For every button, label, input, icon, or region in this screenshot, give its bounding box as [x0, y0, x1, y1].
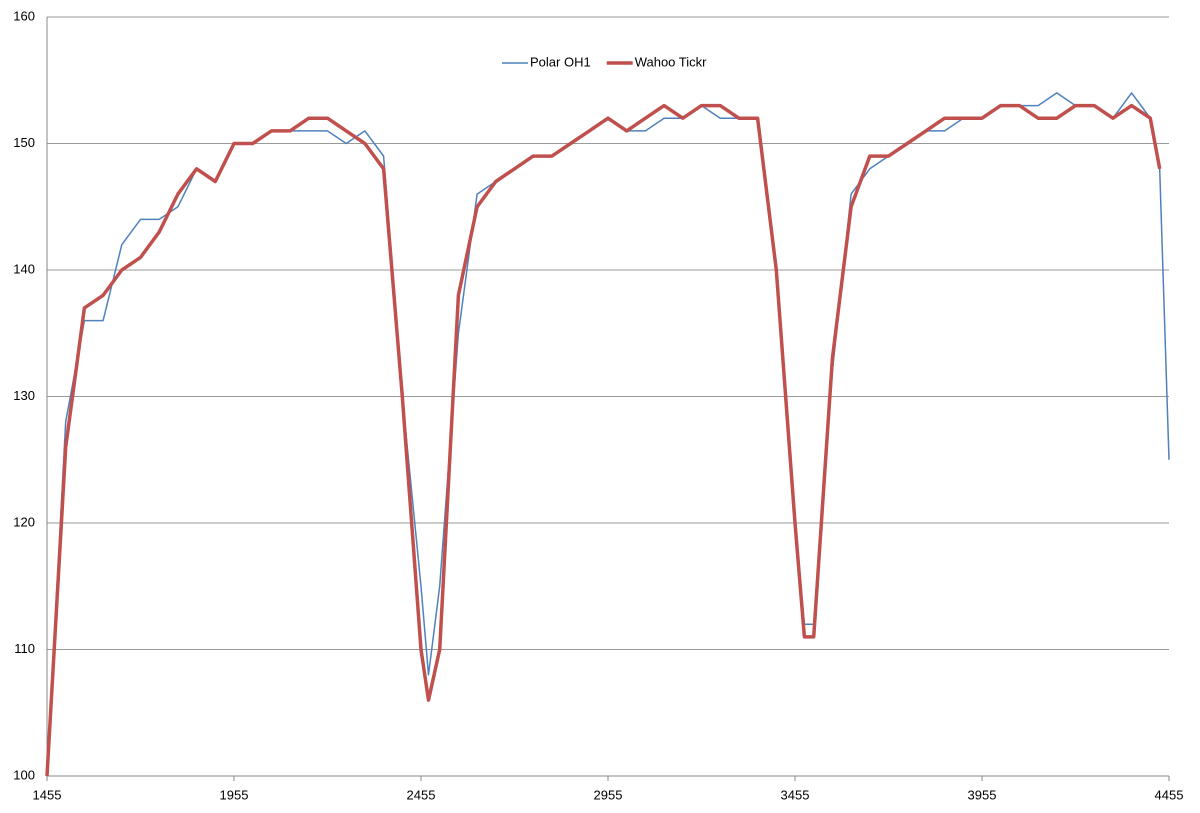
y-tick-label: 150 [13, 135, 35, 150]
series-line [46, 92, 1170, 777]
y-tick-label: 160 [13, 8, 35, 23]
x-tick-label: 4455 [1155, 787, 1184, 802]
x-tick-label: 2455 [407, 787, 436, 802]
x-tick-label: 3455 [781, 787, 810, 802]
legend-label: Polar OH1 [530, 54, 591, 69]
y-tick-label: 130 [13, 388, 35, 403]
x-tick-label: 2955 [594, 787, 623, 802]
y-tick-label: 140 [13, 261, 35, 276]
legend-label: Wahoo Tickr [635, 54, 707, 69]
x-tick-label: 3955 [968, 787, 997, 802]
y-tick-label: 120 [13, 514, 35, 529]
x-tick-label: 1455 [33, 787, 62, 802]
series-line [45, 103, 1162, 777]
x-tick-label: 1955 [220, 787, 249, 802]
y-tick-label: 110 [14, 641, 35, 656]
y-tick-label: 100 [13, 767, 35, 782]
